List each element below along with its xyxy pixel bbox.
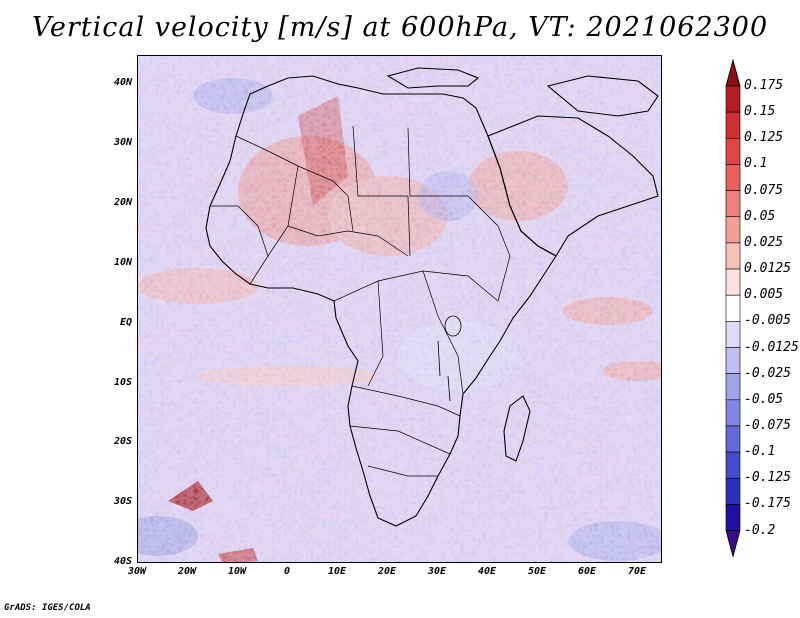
colorbar-label: 0.005 — [744, 287, 784, 303]
colorbar-label: 0.125 — [744, 130, 784, 146]
lat-label: 30S — [113, 496, 132, 507]
lon-label: 60E — [577, 566, 597, 577]
lon-label: 30W — [127, 566, 147, 577]
colorbar-label: 0.0125 — [744, 261, 791, 277]
colorbar-label: -0.025 — [744, 365, 791, 381]
colorbar-swatch — [725, 294, 741, 322]
colorbar-label: -0.05 — [744, 391, 784, 407]
lat-label: 10S — [113, 377, 132, 388]
colorbar-swatch — [725, 373, 741, 401]
lat-label: 40S — [113, 556, 132, 567]
colorbar-label: -0.1 — [744, 444, 776, 460]
velocity-field — [138, 56, 661, 562]
colorbar-top-arrow — [725, 58, 741, 87]
lat-label: EQ — [119, 317, 132, 328]
colorbar-swatch — [725, 190, 741, 218]
colorbar-label: -0.175 — [744, 496, 791, 512]
colorbar-swatch — [725, 85, 741, 113]
colorbar-swatch — [725, 504, 741, 531]
colorbar — [725, 58, 741, 558]
lat-label: 20N — [113, 197, 132, 208]
colorbar-label: 0.15 — [744, 104, 776, 120]
lat-label: 30N — [113, 137, 132, 148]
lon-label: 40E — [477, 566, 497, 577]
map-title: Vertical velocity [m/s] at 600hPa, VT: 2… — [31, 12, 769, 43]
lon-label: 10E — [327, 566, 347, 577]
colorbar-label: -0.0125 — [744, 339, 799, 355]
lon-label: 0 — [283, 566, 291, 577]
colorbar-bottom-arrow — [725, 530, 741, 558]
colorbar-label: 0.075 — [744, 182, 784, 198]
colorbar-label: 0.1 — [744, 156, 768, 172]
grads-credit: GrADS: IGES/COLA — [4, 603, 91, 613]
colorbar-swatch — [725, 477, 741, 505]
colorbar-swatch — [725, 242, 741, 270]
colorbar-label: -0.075 — [744, 417, 791, 433]
colorbar-swatch — [725, 164, 741, 191]
colorbar-swatch — [725, 111, 741, 139]
colorbar-label: 0.175 — [744, 78, 784, 93]
colorbar-swatch — [725, 138, 741, 165]
map-plot-area — [137, 55, 662, 563]
colorbar-swatch — [725, 216, 741, 244]
colorbar-swatches — [725, 58, 741, 558]
colorbar-label: -0.125 — [744, 470, 791, 486]
colorbar-label: -0.2 — [744, 522, 776, 538]
colorbar-label: -0.005 — [744, 313, 791, 329]
lon-label: 20W — [177, 566, 197, 577]
colorbar-swatch — [725, 399, 741, 427]
lat-label: 20S — [113, 436, 132, 447]
colorbar-swatch — [725, 268, 741, 296]
coastlines — [205, 67, 659, 527]
lat-label: 10N — [113, 257, 132, 268]
lon-label: 70E — [627, 566, 647, 577]
country-borders — [210, 125, 511, 477]
colorbar-label: 0.025 — [744, 234, 784, 250]
colorbar-swatch — [725, 451, 741, 479]
lakes — [437, 315, 462, 402]
colorbar-swatch — [725, 321, 741, 348]
colorbar-label: 0.05 — [744, 208, 776, 224]
lon-label: 30E — [427, 566, 447, 577]
colorbar-swatch — [725, 425, 741, 453]
lon-label: 10W — [227, 566, 247, 577]
lon-label: 20E — [377, 566, 397, 577]
lat-label: 40N — [113, 77, 132, 88]
colorbar-swatch — [725, 347, 741, 374]
lon-label: 50E — [527, 566, 547, 577]
